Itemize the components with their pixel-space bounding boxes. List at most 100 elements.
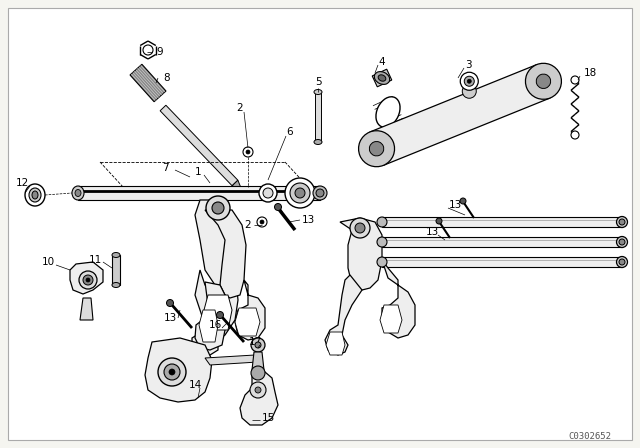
Text: 15: 15 [261,413,275,423]
Polygon shape [160,105,238,186]
Text: 4: 4 [379,57,385,67]
Text: 10: 10 [42,257,54,267]
Ellipse shape [259,184,277,202]
Text: 2: 2 [237,103,243,113]
Polygon shape [78,186,320,200]
Polygon shape [380,305,402,333]
Text: 9: 9 [157,47,163,57]
Text: 13: 13 [449,200,461,210]
Ellipse shape [313,186,327,200]
Ellipse shape [263,188,273,198]
Circle shape [251,366,265,380]
Circle shape [260,220,264,224]
Circle shape [206,196,230,220]
Ellipse shape [616,237,627,247]
Circle shape [255,387,261,393]
Ellipse shape [29,188,41,202]
Circle shape [86,278,90,282]
Polygon shape [235,308,260,336]
Ellipse shape [377,217,387,227]
Polygon shape [382,237,622,247]
Ellipse shape [358,131,394,167]
Circle shape [355,223,365,233]
Text: 11: 11 [88,255,102,265]
Circle shape [460,72,478,90]
Text: 3: 3 [465,60,471,70]
Ellipse shape [290,183,310,203]
Circle shape [464,76,474,86]
Polygon shape [372,69,392,87]
Ellipse shape [616,216,627,228]
Circle shape [212,202,224,214]
Circle shape [250,382,266,398]
Ellipse shape [619,239,625,245]
Polygon shape [340,218,382,290]
Circle shape [462,84,476,98]
Polygon shape [325,275,362,355]
Circle shape [83,275,93,285]
Circle shape [143,45,153,55]
Polygon shape [235,280,265,340]
Circle shape [257,217,267,227]
Text: 13: 13 [426,227,438,237]
Text: 6: 6 [287,127,293,137]
Ellipse shape [378,75,386,81]
Text: 7: 7 [162,163,168,173]
Circle shape [158,358,186,386]
Text: C0302652: C0302652 [568,431,611,440]
Circle shape [467,79,471,83]
Ellipse shape [369,142,384,156]
Circle shape [571,131,579,139]
Ellipse shape [314,90,322,95]
Polygon shape [382,260,415,338]
Ellipse shape [75,190,81,197]
Ellipse shape [619,219,625,225]
Text: 12: 12 [15,178,29,188]
Polygon shape [195,282,225,350]
Polygon shape [315,92,321,142]
Text: 8: 8 [164,73,170,83]
Circle shape [436,218,442,224]
Text: 13: 13 [163,313,177,323]
Polygon shape [252,352,264,370]
Ellipse shape [536,74,550,89]
Polygon shape [205,210,246,298]
Text: 1: 1 [195,167,202,177]
Polygon shape [145,338,212,402]
Polygon shape [382,257,622,267]
Text: 13: 13 [301,215,315,225]
Ellipse shape [295,188,305,198]
Ellipse shape [377,257,387,267]
Polygon shape [326,332,345,355]
Circle shape [275,203,282,211]
Polygon shape [112,255,120,285]
Ellipse shape [316,189,324,197]
Polygon shape [204,295,232,330]
Ellipse shape [619,259,625,265]
Text: 17: 17 [248,337,262,347]
Text: 2: 2 [244,220,252,230]
Polygon shape [80,298,93,320]
Polygon shape [130,64,166,102]
Circle shape [164,364,180,380]
Ellipse shape [285,178,315,208]
Circle shape [255,342,261,348]
Ellipse shape [25,184,45,206]
Polygon shape [240,372,278,425]
Ellipse shape [377,237,387,247]
Circle shape [571,76,579,84]
Polygon shape [302,186,320,200]
Ellipse shape [376,97,400,127]
Text: 18: 18 [584,68,596,78]
Polygon shape [70,262,103,294]
Text: 14: 14 [188,380,202,390]
Ellipse shape [72,186,84,200]
Polygon shape [195,200,238,285]
Polygon shape [205,355,258,365]
Ellipse shape [32,191,38,199]
Text: 16: 16 [209,320,221,330]
Polygon shape [199,310,218,342]
Circle shape [246,150,250,154]
Text: 5: 5 [315,77,321,87]
Ellipse shape [616,257,627,267]
